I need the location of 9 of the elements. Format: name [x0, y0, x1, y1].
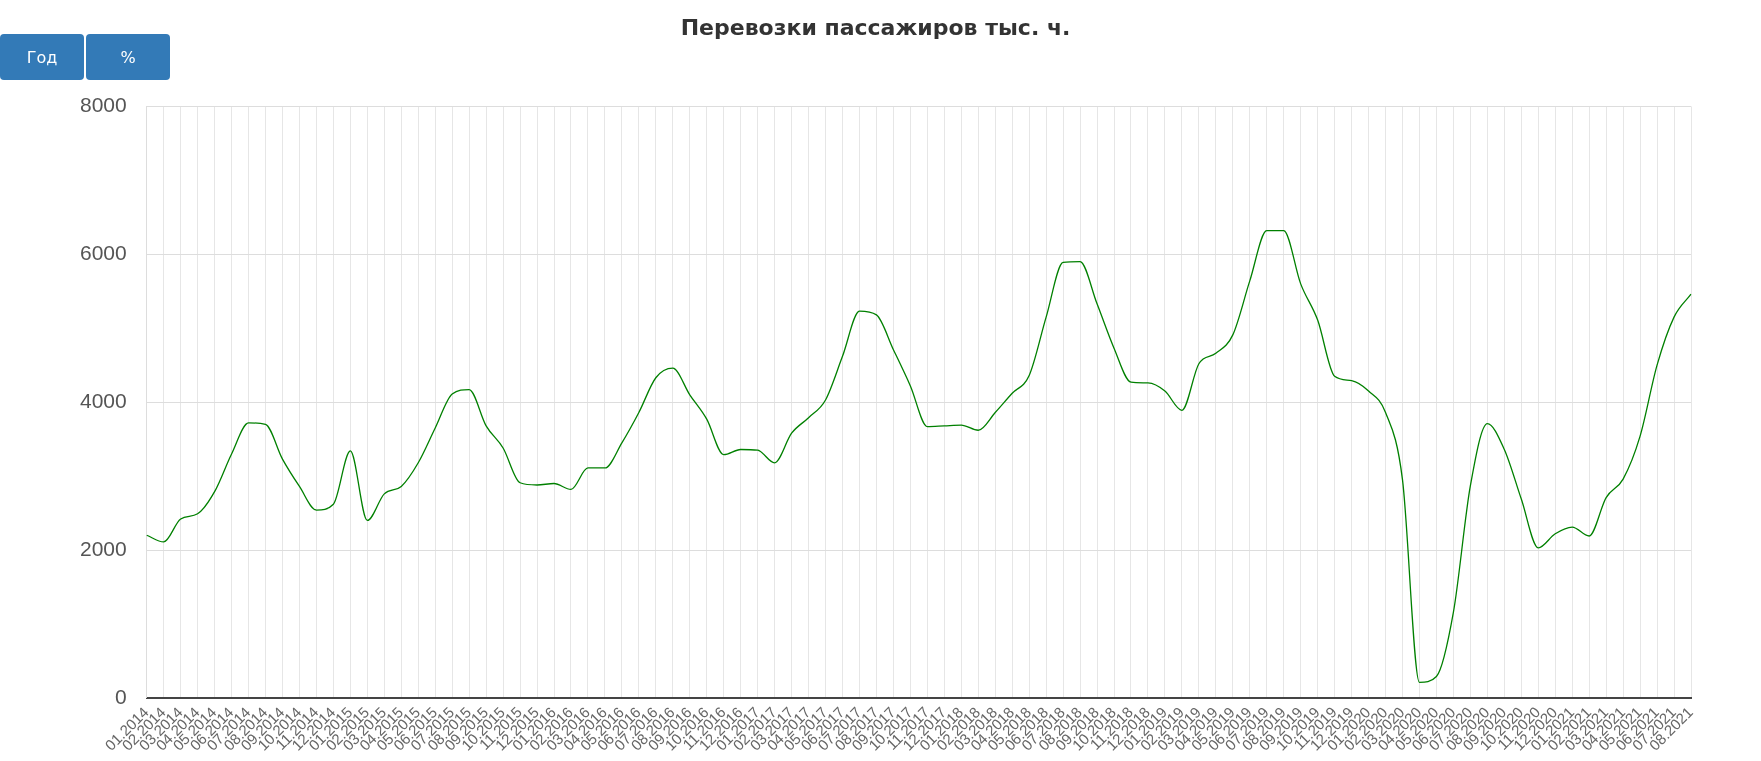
button: Год	[0, 34, 84, 80]
y-tick-label: 8000	[80, 93, 127, 117]
y-tick-label: 6000	[80, 241, 127, 265]
y-tick-label: 0	[115, 684, 127, 708]
chart-title: Перевозки пассажиров тыс. ч.	[680, 14, 1071, 40]
y-tick-label: 2000	[80, 536, 127, 560]
line-series	[146, 229, 1692, 684]
button: %	[86, 34, 170, 80]
y-tick-label: 4000	[80, 388, 127, 412]
